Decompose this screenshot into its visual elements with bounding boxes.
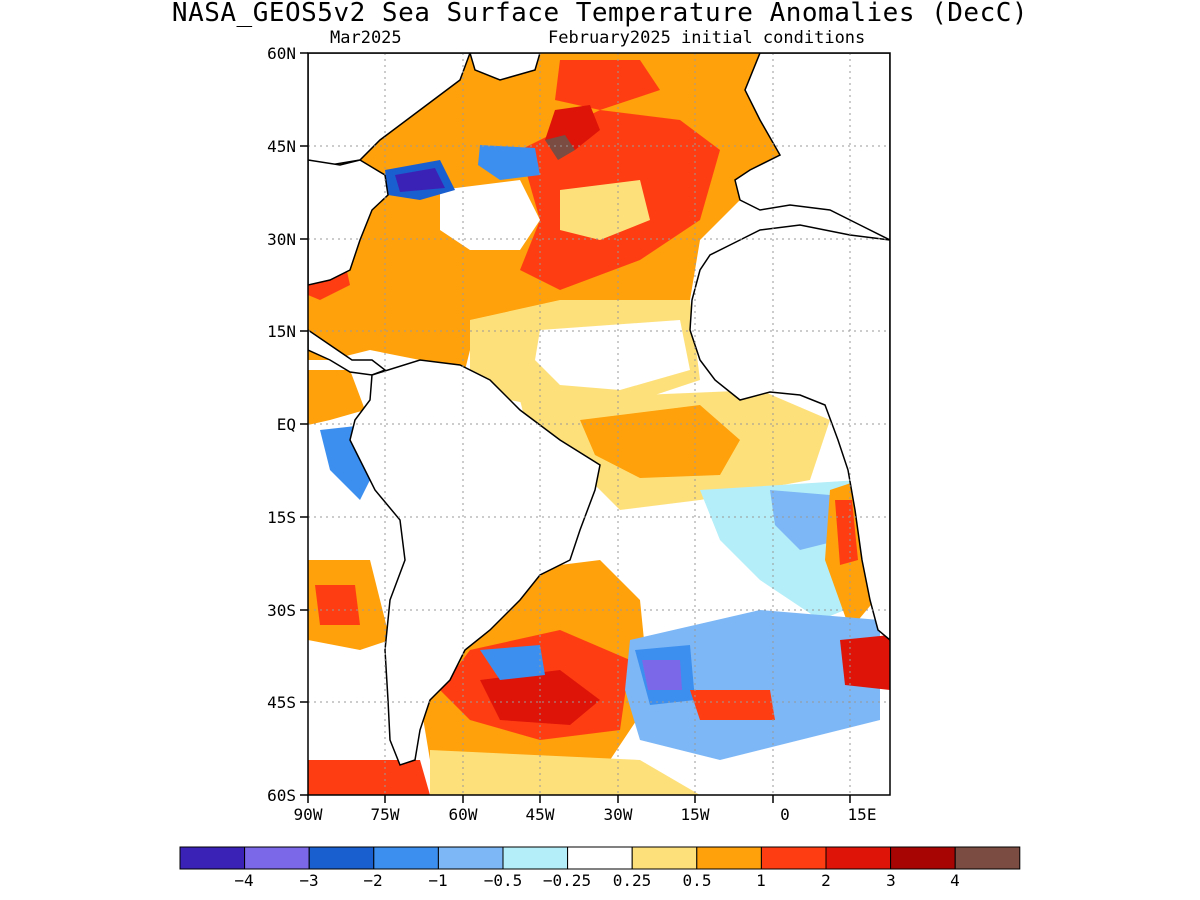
map-title: NASA_GEOS5v2 Sea Surface Temperature Ano…: [171, 0, 1029, 28]
anomaly-southeast-pacific-strong: [315, 585, 360, 625]
colorbar-swatch: [825, 846, 892, 870]
anomaly-south-atlantic-cold-min: [642, 660, 682, 690]
anomaly-southern-ocean-warm: [308, 760, 430, 795]
colorbar-swatch: [696, 846, 762, 870]
colorbar-label: 2: [821, 871, 831, 890]
anomaly-subtropical-neutral: [440, 180, 540, 250]
colorbar-swatch: [437, 846, 504, 870]
colorbar-swatch: [179, 846, 246, 870]
colorbar-swatch: [373, 846, 439, 870]
colorbar-swatch: [890, 846, 956, 870]
lon-label-30w: 30W: [603, 805, 633, 824]
anomaly-tropical-neutral: [535, 320, 690, 390]
lat-label-30s: 30S: [267, 601, 296, 620]
colorbar-label: −3: [299, 871, 319, 890]
colorbar-label: −2: [363, 871, 383, 890]
lon-label-60w: 60W: [448, 805, 478, 824]
lat-label-30n: 30N: [267, 230, 296, 249]
lon-label-15e: 15E: [847, 805, 877, 824]
north-america-east-coast: [308, 159, 389, 286]
lat-label-60n: 60N: [267, 44, 296, 63]
anomaly-agulhas-warm: [840, 635, 890, 690]
anomaly-south-atlantic-warm-band: [690, 690, 775, 720]
anomaly-south-east-cold-2: [770, 490, 840, 550]
lat-label-15s: 15S: [267, 508, 296, 527]
colorbar-label: −1: [428, 871, 448, 890]
anomaly-subtropical-neutral-2: [560, 180, 650, 240]
anomaly-benguela-warm-core: [835, 500, 858, 565]
lat-label-60s: 60S: [267, 786, 296, 805]
lon-label-15w: 15W: [680, 805, 710, 824]
colorbar-swatch: [760, 846, 827, 870]
colorbar-swatch: [567, 846, 633, 870]
lat-label-45s: 45S: [267, 693, 296, 712]
anomaly-equatorial-warm-core: [580, 405, 740, 478]
lon-label-45w: 45W: [525, 805, 555, 824]
anomaly-gulf-stream-cold: [478, 145, 540, 180]
colorbar-label: 0.25: [612, 871, 652, 890]
colorbar-label: 3: [886, 871, 896, 890]
lon-label-0: 0: [780, 805, 790, 824]
colorbar-label: −0.5: [483, 871, 523, 890]
anomaly-north-atlantic-max: [545, 135, 575, 160]
axis-ticks: [300, 52, 851, 803]
colorbar-label: 4: [950, 871, 960, 890]
anomaly-southwest-atlantic-peak: [480, 670, 600, 725]
lon-label-90w: 90W: [293, 805, 323, 824]
colorbar: [179, 846, 1021, 870]
south-america-land: [349, 359, 601, 766]
anomaly-malvinas-cold: [480, 645, 545, 680]
colorbar-swatch: [631, 846, 698, 870]
anomaly-new-england-cold-core: [395, 168, 445, 192]
lat-label-45n: 45N: [267, 137, 296, 156]
africa-land: [689, 224, 890, 641]
graticule: [308, 53, 890, 795]
lon-label-75w: 75W: [370, 805, 400, 824]
colorbar-label: 0.5: [682, 871, 712, 890]
colorbar-swatch: [954, 846, 1021, 870]
lat-label-15n: 15N: [267, 322, 296, 341]
initial-conditions-label: February2025 initial conditions: [548, 28, 866, 48]
colorbar-label: 1: [756, 871, 766, 890]
colorbar-label: −4: [234, 871, 254, 890]
lat-label-eq: EQ: [276, 415, 296, 434]
anomaly-east-pacific-warm: [308, 370, 365, 425]
greenland-land: [469, 53, 541, 81]
forecast-month-label: Mar2025: [330, 28, 402, 48]
colorbar-label: −0.25: [542, 871, 592, 890]
colorbar-swatch: [244, 846, 310, 870]
colorbar-swatch: [308, 846, 375, 870]
anomaly-southern-ocean-yellow: [430, 750, 700, 795]
colorbar-swatch: [502, 846, 569, 870]
anomaly-north-atlantic-strong-2: [555, 60, 660, 110]
